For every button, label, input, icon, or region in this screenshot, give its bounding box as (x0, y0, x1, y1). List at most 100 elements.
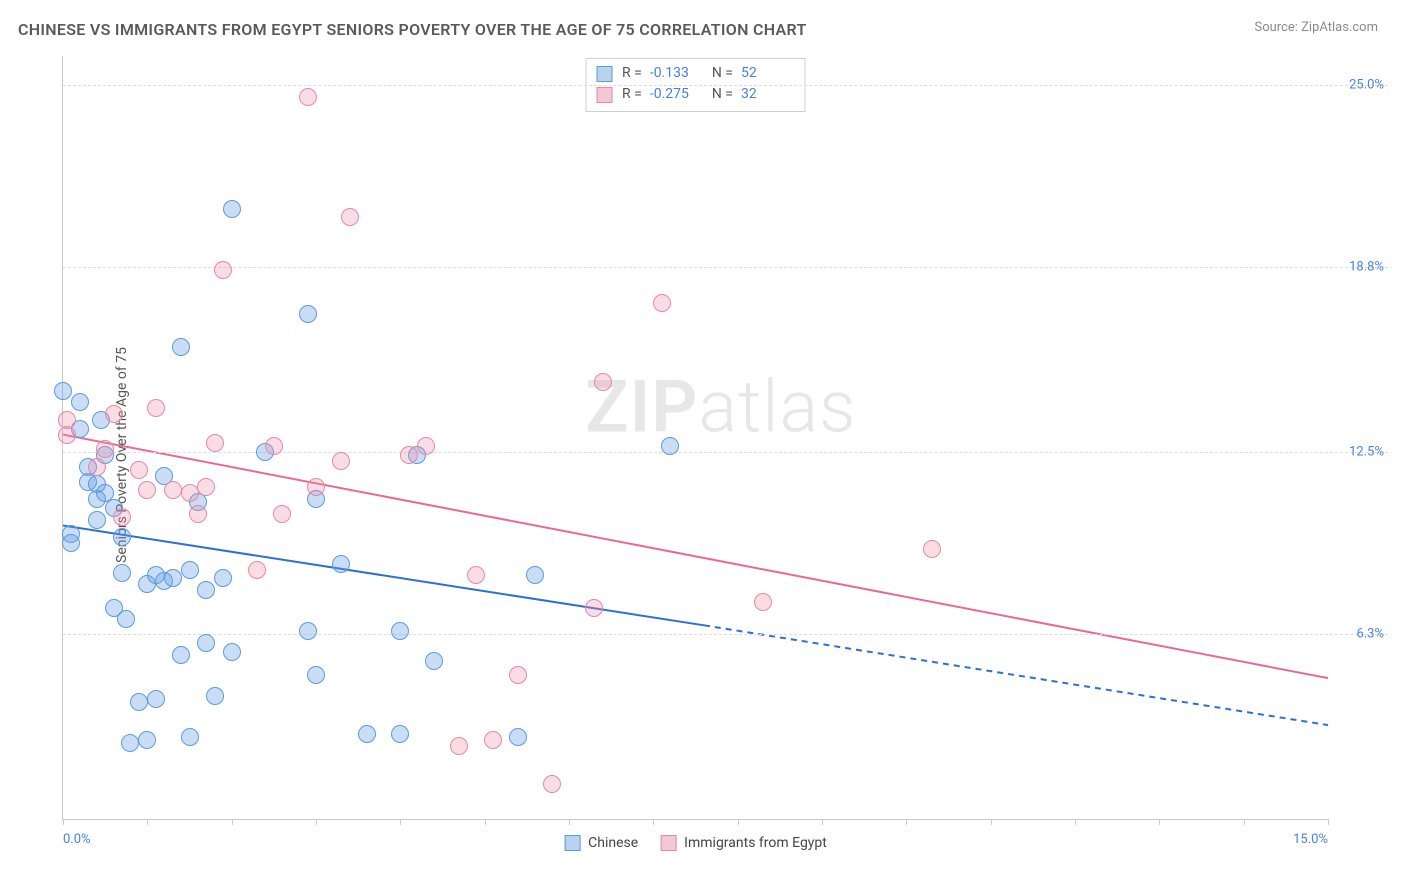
x-tick (485, 819, 486, 825)
data-point-chinese (391, 725, 409, 743)
x-tick (653, 819, 654, 825)
data-point-egypt (400, 446, 418, 464)
data-point-egypt (450, 737, 468, 755)
source-attribution: Source: ZipAtlas.com (1254, 20, 1378, 35)
data-point-egypt (467, 566, 485, 584)
data-point-chinese (130, 693, 148, 711)
data-point-chinese (661, 437, 679, 455)
data-point-egypt (594, 373, 612, 391)
data-point-egypt (197, 478, 215, 496)
data-point-chinese (113, 564, 131, 582)
x-tick (991, 819, 992, 825)
data-point-chinese (197, 581, 215, 599)
data-point-egypt (214, 261, 232, 279)
data-point-egypt (189, 505, 207, 523)
data-point-chinese (71, 393, 89, 411)
data-point-egypt (543, 775, 561, 793)
data-point-egypt (273, 505, 291, 523)
x-tick (822, 819, 823, 825)
data-point-chinese (391, 622, 409, 640)
data-point-egypt (248, 561, 266, 579)
data-point-egypt (417, 437, 435, 455)
data-point-egypt (58, 426, 76, 444)
data-point-egypt (653, 294, 671, 312)
x-tick (569, 819, 570, 825)
x-tick (1159, 819, 1160, 825)
bottom-legend: Chinese Immigrants from Egypt (564, 835, 827, 851)
data-point-chinese (206, 687, 224, 705)
plot-area: ZIPatlas R = -0.133 N = 52 R = -0.275 N … (62, 56, 1328, 820)
data-point-egypt (299, 88, 317, 106)
data-point-chinese (299, 622, 317, 640)
data-point-egypt (96, 440, 114, 458)
data-point-chinese (62, 534, 80, 552)
x-tick (738, 819, 739, 825)
data-point-egypt (88, 458, 106, 476)
data-point-chinese (223, 643, 241, 661)
data-point-chinese (299, 305, 317, 323)
gridline (63, 267, 1388, 268)
data-point-chinese (164, 569, 182, 587)
data-point-chinese (197, 634, 215, 652)
x-tick (1328, 819, 1329, 825)
y-tick-label: 25.0% (1349, 78, 1384, 93)
data-point-chinese (181, 561, 199, 579)
chinese-swatch-icon (564, 835, 580, 851)
data-point-egypt (341, 208, 359, 226)
data-point-egypt (307, 478, 325, 496)
x-tick (232, 819, 233, 825)
data-point-egypt (484, 731, 502, 749)
data-point-egypt (138, 481, 156, 499)
data-point-chinese (214, 569, 232, 587)
data-point-chinese (113, 528, 131, 546)
data-point-chinese (172, 338, 190, 356)
legend-label-chinese: Chinese (588, 835, 638, 851)
y-tick-label: 6.3% (1356, 627, 1384, 642)
data-point-chinese (121, 734, 139, 752)
egypt-swatch-icon (660, 835, 676, 851)
data-point-egypt (332, 452, 350, 470)
data-point-chinese (54, 382, 72, 400)
x-tick (400, 819, 401, 825)
x-tick-label: 15.0% (1293, 832, 1328, 847)
data-point-egypt (585, 599, 603, 617)
data-point-egypt (754, 593, 772, 611)
data-point-chinese (358, 725, 376, 743)
x-tick (1075, 819, 1076, 825)
data-point-egypt (509, 666, 527, 684)
trend-line (63, 435, 1328, 679)
data-point-egypt (105, 405, 123, 423)
data-point-chinese (147, 690, 165, 708)
data-point-chinese (88, 511, 106, 529)
gridline (63, 634, 1388, 635)
trend-line (704, 625, 1328, 725)
x-tick (147, 819, 148, 825)
data-point-chinese (181, 728, 199, 746)
gridline (63, 85, 1388, 86)
y-tick-label: 12.5% (1349, 445, 1384, 460)
x-tick (1244, 819, 1245, 825)
chart-container: Seniors Poverty Over the Age of 75 ZIPat… (18, 48, 1388, 862)
data-point-egypt (265, 437, 283, 455)
data-point-egypt (923, 540, 941, 558)
x-tick-label: 0.0% (63, 832, 91, 847)
data-point-chinese (172, 646, 190, 664)
data-point-chinese (509, 728, 527, 746)
data-point-egypt (181, 484, 199, 502)
trend-lines (63, 56, 1328, 819)
data-point-egypt (164, 481, 182, 499)
data-point-chinese (223, 200, 241, 218)
x-tick (906, 819, 907, 825)
data-point-egypt (206, 434, 224, 452)
data-point-chinese (117, 610, 135, 628)
x-tick (63, 819, 64, 825)
data-point-chinese (307, 666, 325, 684)
data-point-chinese (332, 555, 350, 573)
legend-item-egypt: Immigrants from Egypt (660, 835, 827, 851)
data-point-egypt (113, 508, 131, 526)
data-point-chinese (526, 566, 544, 584)
data-point-chinese (138, 731, 156, 749)
y-tick-label: 18.8% (1349, 260, 1384, 275)
data-point-chinese (425, 652, 443, 670)
chart-title: CHINESE VS IMMIGRANTS FROM EGYPT SENIORS… (18, 20, 807, 39)
